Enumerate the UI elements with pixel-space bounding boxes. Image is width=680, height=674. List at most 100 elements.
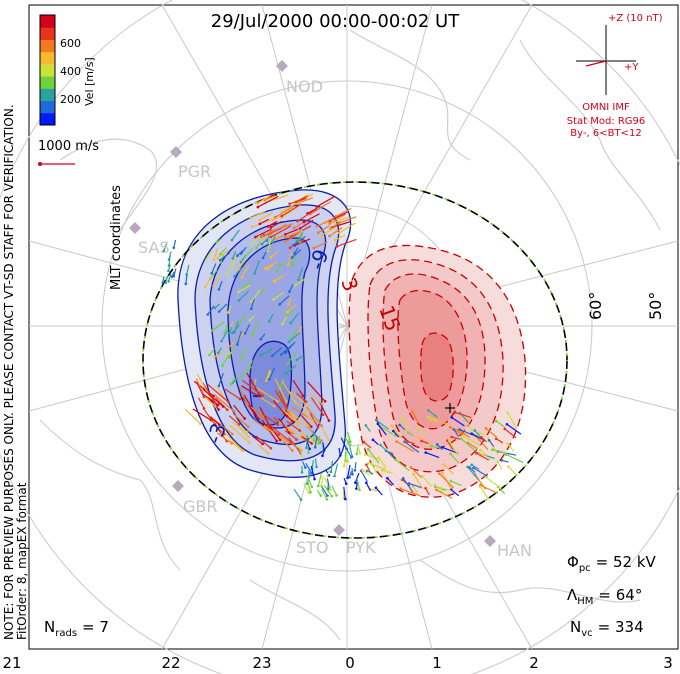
velocity-vector	[421, 440, 429, 445]
stat-nrads-symbol: N	[44, 618, 55, 636]
velocity-vector	[310, 465, 316, 480]
station-pyk: PYK	[346, 538, 376, 557]
velocity-vector	[310, 393, 323, 405]
velocity-vector	[430, 445, 441, 449]
velocity-vector	[379, 425, 394, 435]
colorbar-title: Vel [m/s]	[83, 57, 96, 106]
velocity-vector	[425, 452, 440, 459]
velocity-vector	[411, 411, 420, 424]
colorbar-tick-600: 600	[60, 37, 81, 50]
velocity-vector	[391, 425, 401, 438]
velocity-vector	[317, 473, 322, 487]
velocity-vector	[270, 220, 282, 228]
velocity-vector	[363, 441, 372, 449]
velocity-vector	[197, 397, 205, 409]
velocity-vector	[410, 466, 422, 479]
velocity-vector	[226, 262, 236, 275]
mlt-label-21: 21	[2, 654, 21, 672]
velocity-vector	[344, 437, 351, 446]
velocity-vector	[233, 267, 242, 277]
stat-phi-sub: pc	[579, 563, 591, 574]
velocity-vector	[505, 453, 524, 463]
velocity-vector	[165, 275, 169, 283]
velocity-vector	[280, 346, 292, 355]
velocity-vector	[255, 241, 262, 249]
station-pgr: PGR	[178, 162, 211, 181]
velocity-vector	[307, 445, 310, 453]
velocity-vector	[333, 216, 349, 224]
velocity-vector	[421, 475, 433, 487]
velocity-vector	[495, 438, 504, 444]
colorbar-segment	[40, 39, 55, 53]
velocity-vector	[244, 248, 254, 258]
velocity-vector	[252, 321, 259, 336]
velocity-vector	[504, 428, 517, 439]
velocity-vector	[451, 416, 465, 427]
velocity-vector	[207, 383, 230, 403]
velocity-vector	[316, 490, 322, 496]
velocity-vector	[168, 255, 171, 266]
velocity-vector	[474, 430, 484, 441]
velocity-vector	[271, 235, 276, 243]
velocity-vector	[255, 228, 272, 238]
velocity-vector	[296, 231, 304, 242]
velocity-vector	[289, 239, 304, 249]
stat-nvc-value: = 334	[598, 618, 644, 636]
velocity-vector	[436, 444, 443, 451]
velocity-vector	[306, 381, 326, 402]
velocity-vector	[238, 386, 248, 405]
velocity-vector	[507, 443, 515, 452]
colorbar-segment	[40, 15, 55, 28]
velocity-vector	[295, 392, 307, 403]
velocity-vector	[256, 387, 279, 402]
colorbar-segment	[40, 27, 55, 40]
velocity-vector	[438, 473, 455, 489]
velocity-vector	[260, 348, 273, 357]
velocity-vector	[287, 251, 293, 266]
velocity-vector	[291, 249, 302, 259]
velocity-vector	[211, 263, 217, 274]
velocity-vector	[238, 290, 250, 301]
velocity-vector	[216, 237, 223, 243]
velocity-vector	[265, 369, 271, 382]
velocity-vector	[323, 477, 332, 491]
mlt-label-1: 1	[432, 654, 442, 672]
velocity-vector	[332, 221, 351, 228]
velocity-vector	[441, 446, 459, 454]
velocity-vector	[321, 488, 328, 500]
stat-nrads-value: = 7	[82, 618, 109, 636]
velocity-vector	[228, 439, 242, 451]
velocity-vector	[236, 330, 242, 345]
velocity-vector	[240, 246, 247, 254]
velocity-vector	[240, 346, 248, 359]
velocity-vector	[274, 389, 289, 412]
velocity-vector	[450, 489, 460, 497]
velocity-vector	[427, 416, 438, 422]
coordinate-label: MLT coordinates	[109, 185, 124, 290]
station-labels: NOD PGR SAS GBR STO PYK HAN	[138, 77, 532, 560]
velocity-vector	[257, 443, 269, 454]
svg-text:Nvc= 334: Nvc = 334	[570, 618, 644, 639]
velocity-vector	[479, 486, 489, 500]
velocity-vector	[205, 250, 213, 260]
velocity-vector	[250, 289, 261, 302]
velocity-vector	[252, 378, 257, 389]
velocity-vector	[163, 243, 168, 251]
velocity-vector	[228, 415, 240, 425]
mlt-label-0: 0	[345, 654, 355, 672]
velocity-vector	[270, 250, 279, 258]
imf-y-label: +Y	[624, 62, 639, 73]
velocity-vector	[281, 204, 302, 219]
velocity-vector	[253, 260, 260, 274]
velocity-vector	[167, 264, 171, 272]
velocity-vector	[316, 195, 336, 208]
velocity-vector	[212, 321, 225, 331]
velocity-vector	[365, 425, 371, 432]
velocity-vector	[288, 390, 309, 407]
velocity-vector	[232, 324, 240, 334]
velocity-vector	[334, 234, 346, 241]
velocity-vector	[467, 442, 478, 450]
station-sas: SAS	[138, 238, 170, 257]
velocity-vector	[266, 260, 278, 270]
